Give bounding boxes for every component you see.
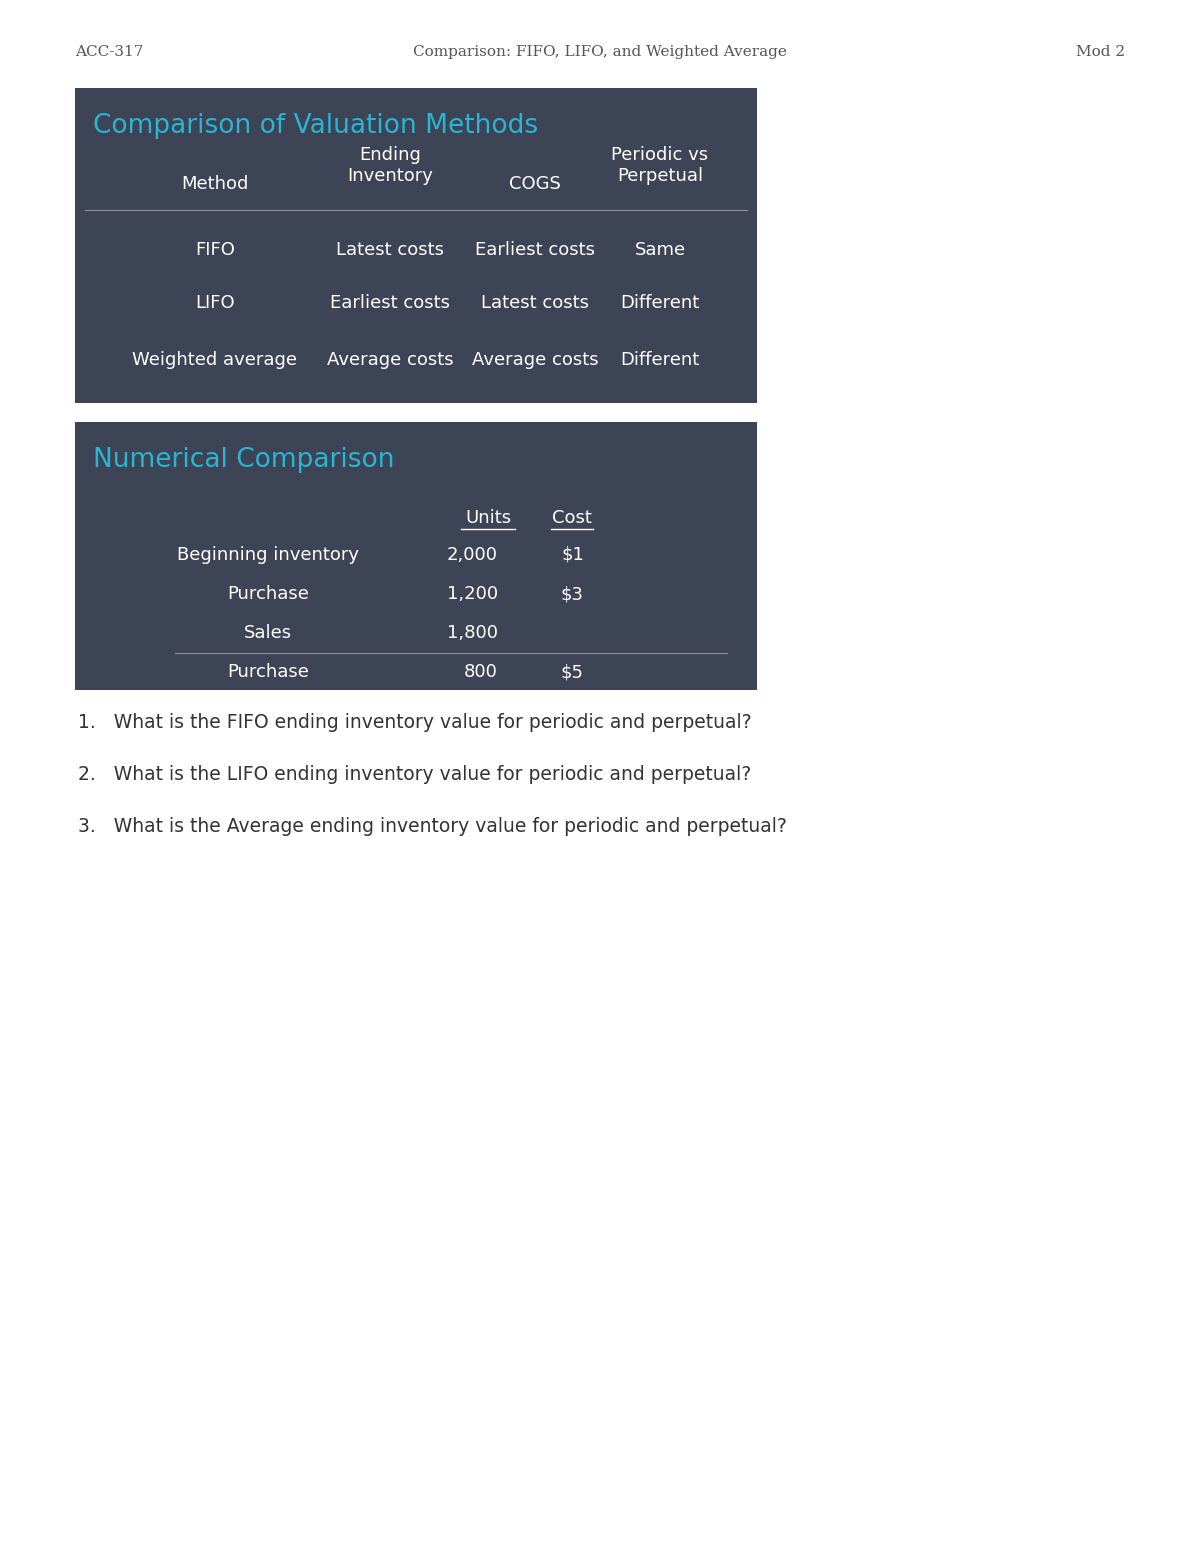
Text: Different: Different (620, 294, 700, 312)
Text: Latest costs: Latest costs (481, 294, 589, 312)
Text: Beginning inventory: Beginning inventory (178, 547, 359, 564)
FancyBboxPatch shape (74, 89, 757, 402)
Text: Periodic vs
Perpetual: Periodic vs Perpetual (612, 146, 708, 185)
Text: 1,200: 1,200 (446, 585, 498, 603)
Text: Weighted average: Weighted average (132, 351, 298, 370)
Text: Average costs: Average costs (326, 351, 454, 370)
Text: $3: $3 (562, 585, 584, 603)
Text: 3.   What is the Average ending inventory value for periodic and perpetual?: 3. What is the Average ending inventory … (78, 817, 787, 836)
Text: LIFO: LIFO (196, 294, 235, 312)
Text: 1.   What is the FIFO ending inventory value for periodic and perpetual?: 1. What is the FIFO ending inventory val… (78, 713, 751, 731)
Text: Comparison of Valuation Methods: Comparison of Valuation Methods (94, 113, 538, 140)
Text: Cost: Cost (552, 509, 592, 526)
Text: 2.   What is the LIFO ending inventory value for periodic and perpetual?: 2. What is the LIFO ending inventory val… (78, 764, 751, 784)
Text: $1: $1 (562, 547, 584, 564)
Text: $5: $5 (562, 663, 584, 682)
Text: Earliest costs: Earliest costs (475, 241, 595, 259)
Text: 1,800: 1,800 (446, 624, 498, 641)
Text: COGS: COGS (509, 175, 560, 193)
Text: Mod 2: Mod 2 (1076, 45, 1126, 59)
Text: Latest costs: Latest costs (336, 241, 444, 259)
Text: Same: Same (635, 241, 685, 259)
Text: Ending
Inventory: Ending Inventory (347, 146, 433, 185)
Text: FIFO: FIFO (196, 241, 235, 259)
FancyBboxPatch shape (74, 422, 757, 690)
Text: Purchase: Purchase (227, 663, 308, 682)
Text: Earliest costs: Earliest costs (330, 294, 450, 312)
Text: Different: Different (620, 351, 700, 370)
Text: Comparison: FIFO, LIFO, and Weighted Average: Comparison: FIFO, LIFO, and Weighted Ave… (413, 45, 787, 59)
Text: Method: Method (181, 175, 248, 193)
Text: Average costs: Average costs (472, 351, 599, 370)
Text: 2,000: 2,000 (446, 547, 498, 564)
Text: Purchase: Purchase (227, 585, 308, 603)
Text: Sales: Sales (244, 624, 292, 641)
Text: 800: 800 (464, 663, 498, 682)
Text: Numerical Comparison: Numerical Comparison (94, 447, 395, 474)
Text: Units: Units (464, 509, 511, 526)
Text: ACC-317: ACC-317 (74, 45, 143, 59)
